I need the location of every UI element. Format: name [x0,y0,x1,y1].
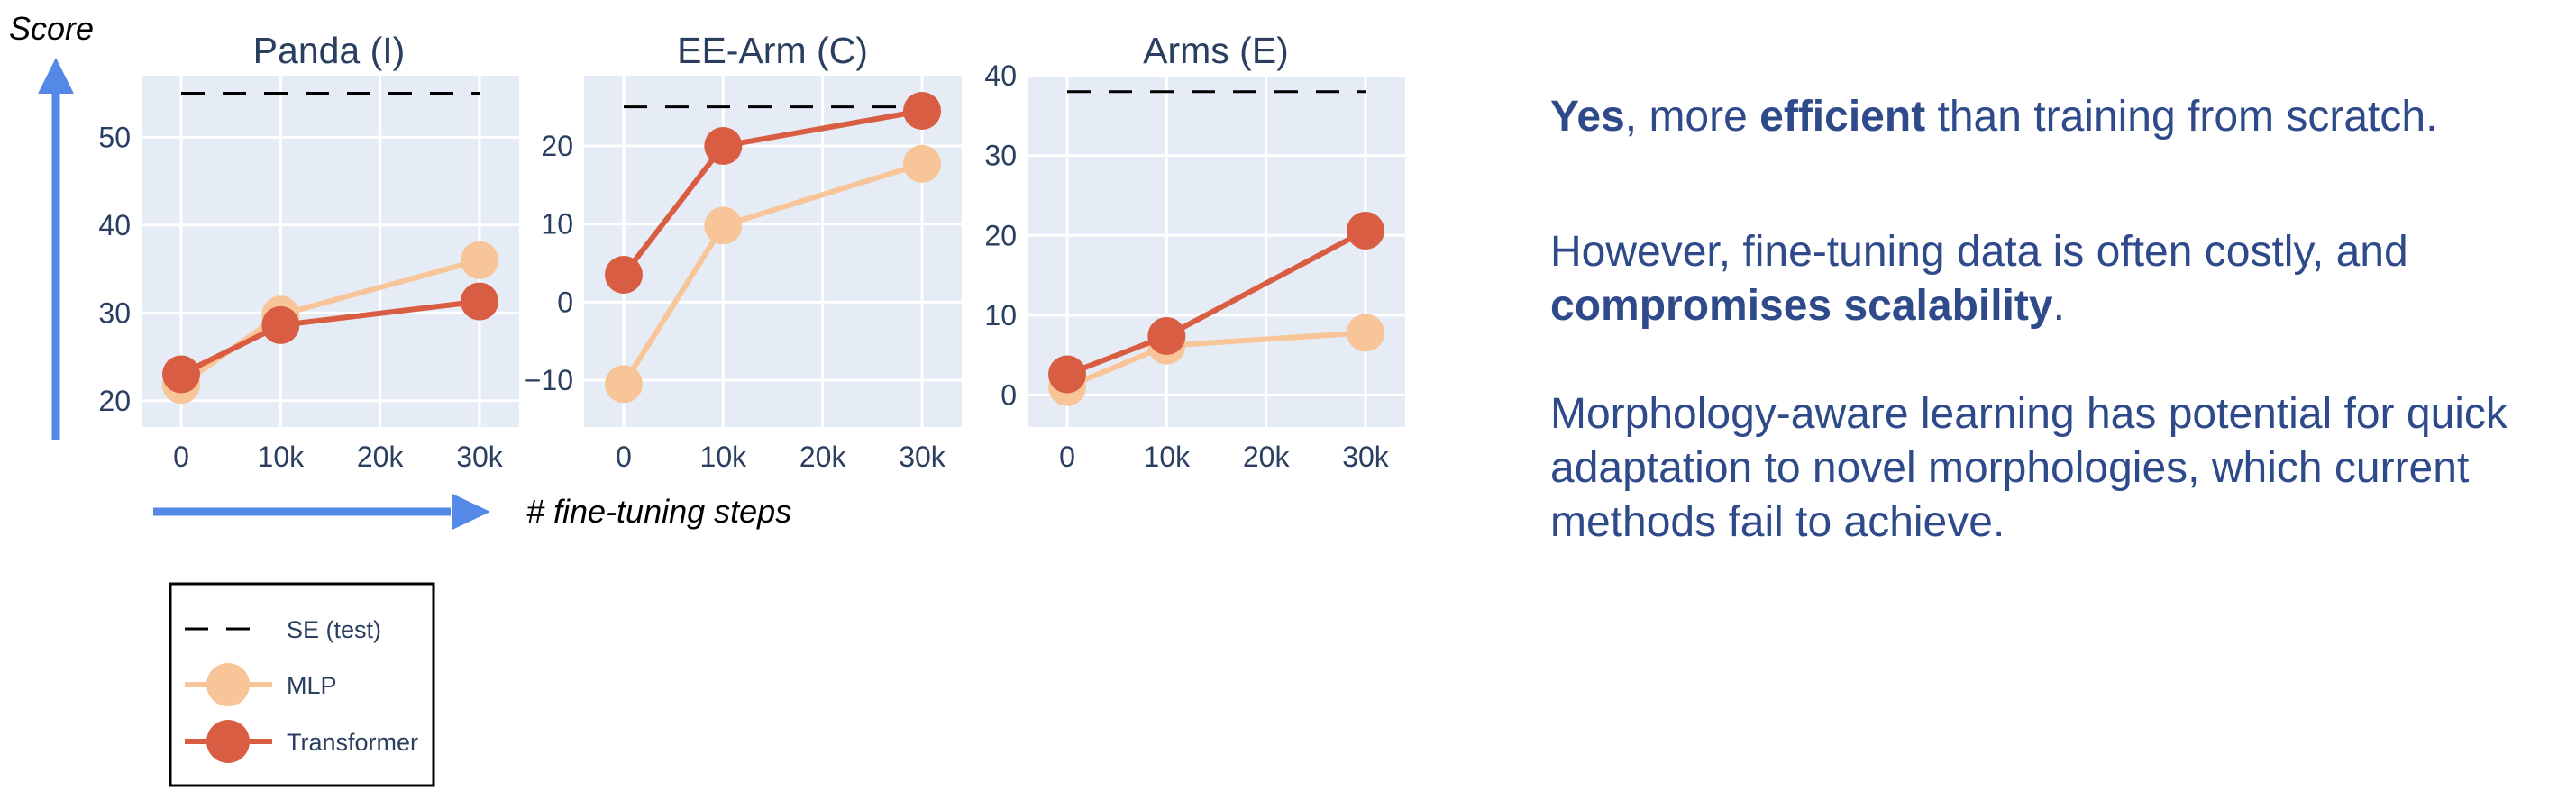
x-tick-label: 20k [799,441,847,473]
x-tick-label: 30k [899,441,946,473]
y-axis-arrow-head [38,58,74,94]
y-tick-label: 20 [984,219,1017,251]
x-tick-label: 10k [700,441,748,473]
legend: SE (test) MLP Transformer [169,582,435,787]
y-tick-label: 30 [984,140,1017,172]
x-tick-label: 20k [357,441,405,473]
x-tick-label: 0 [173,441,189,473]
figure: Score # fine-tuning steps Panda (I) 0 10k… [9,10,1405,787]
statement-cost-end: . [2052,282,2065,330]
statement-morphology: Morphology-aware learning has potential … [1550,390,2507,546]
statement-cost-bold: compromises scalability [1550,282,2053,330]
y-tick-label: 20 [541,130,573,162]
statement-efficiency-end: than training from scratch. [1925,93,2438,141]
y-tick-label: −10 [525,364,573,396]
text-panel: Yes, more efficient than training from s… [1550,90,2564,550]
y-tick-label: 50 [98,121,131,153]
legend-swatch-mlp-marker [206,663,250,706]
x-tick-label: 10k [258,441,306,473]
data-point-mlp [903,144,941,183]
data-point-transformer [605,256,643,294]
legend-label-mlp: MLP [287,672,337,699]
legend-swatch-transformer-marker [206,720,250,763]
data-point-mlp [704,206,743,245]
x-tick-label: 0 [616,441,632,473]
statement-cost: However, fine-tuning data is often costl… [1550,225,2564,333]
subplot-title: Panda (I) [253,30,406,71]
statement-efficiency-mid: , more [1624,93,1760,141]
data-point-mlp [1347,314,1384,352]
data-point-transformer [461,282,498,321]
legend-label-se-test: SE (test) [287,616,381,643]
x-axis-arrow-head [452,494,490,530]
x-axis-label: # fine-tuning steps [526,493,791,530]
statement-cost-text: However, fine-tuning data is often costl… [1550,228,2408,276]
subplot-title: EE-Arm (C) [677,30,868,71]
y-tick-label: 30 [98,296,131,329]
data-point-transformer [1347,211,1384,250]
plot-area [1028,76,1405,427]
data-point-transformer [261,305,300,344]
x-tick-label: 30k [1342,441,1390,473]
x-tick-label: 30k [456,441,504,473]
statement-efficiency-bold-yes: Yes [1550,93,1625,141]
data-point-mlp [461,241,498,279]
y-tick-label: 0 [1000,379,1017,412]
data-point-transformer [903,92,941,130]
x-tick-label: 0 [1059,441,1075,473]
data-point-transformer [1147,316,1186,355]
x-tick-label: 20k [1243,441,1291,473]
subplot-ee-arm: EE-Arm (C) 0 10k 20k 30k −10 0 10 20 [525,30,962,473]
legend-label-transformer: Transformer [287,729,418,756]
plot-area [584,76,962,427]
y-tick-label: 40 [984,59,1017,92]
statement-efficiency: Yes, more efficient than training from s… [1550,90,2564,144]
statement-efficiency-bold-efficient: efficient [1759,93,1926,141]
data-point-transformer [1048,355,1086,394]
y-tick-label: 10 [984,299,1017,332]
data-point-transformer [704,127,743,165]
subplot-arms: Arms (E) 0 10k 20k 30k 0 10 20 30 40 [984,30,1405,473]
y-axis-label: Score [9,10,94,47]
x-tick-label: 10k [1144,441,1192,473]
y-tick-label: 10 [541,208,573,241]
data-point-mlp [605,365,643,404]
data-point-transformer [162,355,200,394]
subplot-title: Arms (E) [1143,30,1289,71]
y-tick-label: 0 [557,286,573,318]
y-tick-label: 40 [98,209,131,241]
y-tick-label: 20 [98,385,131,417]
subplot-panda: Panda (I) 0 10k 20k 30k 20 30 40 50 [98,30,519,473]
